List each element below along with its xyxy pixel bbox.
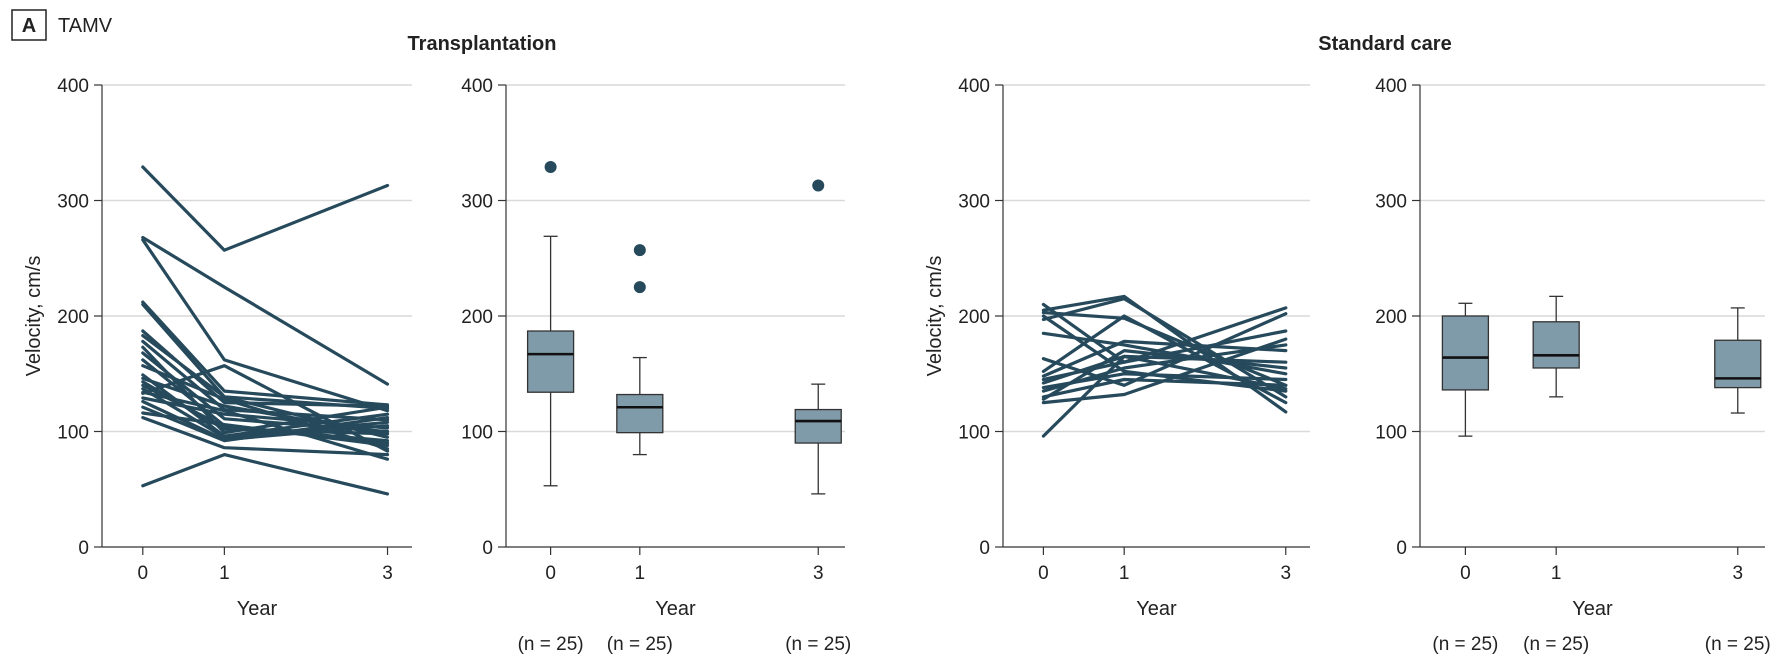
panel-4: 0 100 200 300 400 0 1 3 Year (n = 25) (n = 25) (n =… [1375,76,1770,655]
x-tick-label: 1 [1551,563,1562,584]
series-line [141,165,390,252]
y-tick-label: 400 [461,76,493,97]
n-label: (n = 25) [1432,634,1498,655]
y-tick-label: 400 [1375,76,1407,97]
series-line [1041,312,1288,387]
y-tick-label: 200 [57,307,89,328]
n-label: (n = 25) [607,634,673,655]
n-label: (n = 25) [1523,634,1589,655]
x-tick-label: 0 [1038,563,1049,584]
group-title-transplantation: Transplantation [408,33,557,55]
series-line [1041,331,1288,376]
series-line [141,300,390,407]
y-tick-label: 100 [461,423,493,444]
y-tick-label: 200 [958,307,990,328]
series-line [1041,354,1288,438]
y-tick-label: 0 [1396,538,1407,559]
panel-2: 0 100 200 300 400 0 1 3 Year (n = 25) (n = 25) (n =… [461,76,851,655]
x-tick-label: 3 [382,563,393,584]
y-tick-label: 100 [57,423,89,444]
x-axis-label: Year [237,598,278,620]
series-line [141,416,390,457]
series-line [141,411,390,447]
x-axis-label: Year [655,598,696,620]
series-line [141,238,390,413]
n-label: (n = 25) [785,634,851,655]
x-tick-label: 0 [1460,563,1471,584]
y-tick-label: 200 [461,307,493,328]
series-line [141,376,390,436]
y-tick-label: 0 [78,538,89,559]
series-line [141,235,390,386]
box-iqr [794,408,842,444]
y-axis-label: Velocity, cm/s [924,256,946,377]
y-tick-label: 300 [958,192,990,213]
y-tick-label: 300 [461,192,493,213]
series-line [141,453,390,496]
x-tick-label: 1 [635,563,646,584]
y-tick-label: 100 [958,423,990,444]
y-tick-label: 300 [57,192,89,213]
y-tick-label: 200 [1375,307,1407,328]
x-tick-label: 3 [813,563,824,584]
x-tick-label: 3 [1732,563,1743,584]
y-tick-label: 100 [1375,423,1407,444]
box-iqr [1441,315,1490,391]
x-tick-label: 0 [138,563,149,584]
n-label: (n = 25) [518,634,584,655]
y-tick-label: 0 [482,538,493,559]
y-axis-label: Velocity, cm/s [23,256,45,377]
outlier-point [633,244,646,257]
x-tick-label: 1 [219,563,230,584]
panel-letter-box [11,9,47,41]
group-title-standard-care: Standard care [1318,33,1451,55]
x-tick-label: 0 [545,563,556,584]
y-tick-label: 400 [958,76,990,97]
series-line [1041,377,1288,399]
outlier-point [544,161,557,174]
x-axis-label: Year [1136,598,1177,620]
series-line [1041,349,1288,401]
series-line [1041,339,1288,378]
outlier-point [633,281,646,294]
series-line [1041,314,1288,405]
box-iqr [526,330,575,393]
panel-3: 0 100 200 300 400 0 1 3 Year Velocity, cm/s [924,76,1310,620]
box-iqr [616,393,664,434]
panel-label: TAMV [58,15,113,37]
panel-1: 0 100 200 300 400 0 1 3 Year Velocity, cm/s [23,76,412,620]
series-line [141,302,390,410]
y-tick-label: 0 [979,538,990,559]
x-axis-label: Year [1572,598,1613,620]
y-tick-label: 400 [57,76,89,97]
x-tick-label: 1 [1119,563,1130,584]
box-iqr [1532,321,1580,369]
series-line [141,383,390,443]
y-tick-label: 300 [1375,192,1407,213]
x-tick-label: 3 [1280,563,1291,584]
n-label: (n = 25) [1705,634,1771,655]
panel-letter: A [22,15,36,37]
series-line [1041,337,1288,405]
box-iqr [1714,339,1762,389]
outlier-point [812,179,825,192]
